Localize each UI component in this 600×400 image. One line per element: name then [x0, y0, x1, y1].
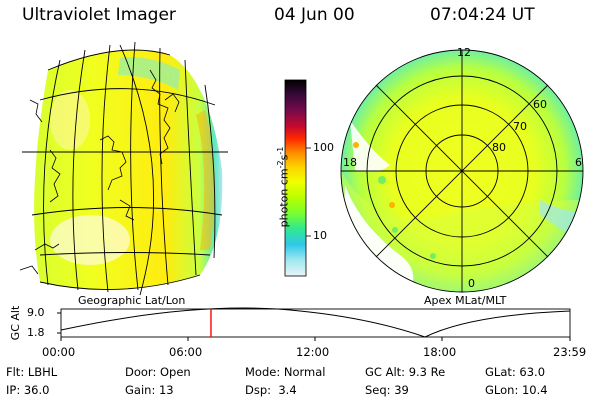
polar-plot — [340, 49, 584, 293]
meta-seq: Seq: 39 — [365, 383, 409, 397]
lat-label-60: 60 — [533, 98, 547, 111]
timeline-xtick-2359: 23:59 — [553, 345, 587, 359]
meta-door: Door: Open — [125, 365, 191, 379]
lat-label-80: 80 — [492, 141, 506, 154]
date-label: 04 Jun 00 — [274, 5, 355, 25]
mlt-label-12: 12 — [457, 46, 471, 59]
geographic-label: Geographic Lat/Lon — [78, 294, 186, 307]
meta-glon: GLon: 10.4 — [485, 383, 548, 397]
meta-flt: Flt: LBHL — [6, 365, 58, 379]
timeline-xtick-1800: 18:00 — [423, 345, 457, 359]
timeline-xtick-0600: 06:00 — [169, 345, 203, 359]
timeline-xtick-1200: 12:00 — [296, 345, 330, 359]
auroral-image-left — [34, 50, 223, 290]
timeline-xtick-0000: 00:00 — [42, 345, 76, 359]
meta-mode: Mode: Normal — [245, 365, 326, 379]
time-label: 07:04:24 UT — [430, 5, 535, 25]
geographic-grid — [22, 41, 228, 296]
colorbar-tick-100: 100 — [313, 141, 334, 154]
lat-label-70: 70 — [513, 120, 527, 133]
instrument-title: Ultraviolet Imager — [22, 5, 176, 25]
meta-ip: IP: 36.0 — [6, 383, 50, 397]
meta-gc-alt: GC Alt: 9.3 Re — [365, 365, 446, 379]
mlt-label-6: 6 — [575, 156, 582, 169]
colorbar-unit-label: photon cm-2s-1 — [276, 146, 291, 228]
timeline-axis-label: GC Alt — [9, 305, 22, 341]
coastlines — [19, 69, 180, 275]
meta-glat: GLat: 63.0 — [485, 365, 546, 379]
mlt-label-0: 0 — [468, 277, 475, 290]
colorbar-tick-10: 10 — [313, 229, 327, 242]
timeline-ytick-high: 9.0 — [27, 306, 45, 319]
meta-dsp: Dsp: 3.4 — [245, 383, 297, 397]
timeline-ytick-low: 1.8 — [27, 326, 45, 339]
apex-label: Apex MLat/MLT — [424, 294, 507, 307]
mlt-label-18: 18 — [343, 156, 357, 169]
altitude-timeline — [57, 307, 571, 341]
colorbar — [284, 79, 311, 277]
meta-gain: Gain: 13 — [125, 383, 174, 397]
